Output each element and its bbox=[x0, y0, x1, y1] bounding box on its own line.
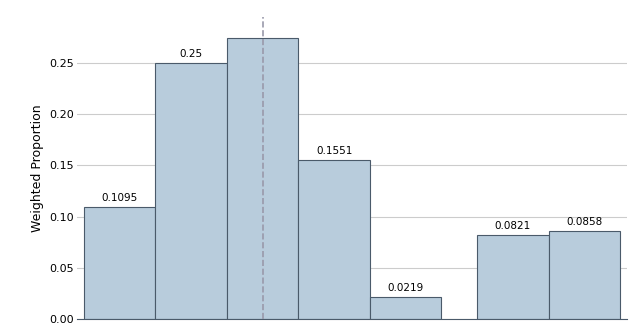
Y-axis label: Weighted Proportion: Weighted Proportion bbox=[31, 104, 44, 232]
Text: 0.0858: 0.0858 bbox=[566, 217, 602, 227]
Bar bbox=[156, 63, 227, 319]
Text: 0.1095: 0.1095 bbox=[102, 193, 138, 203]
Bar bbox=[477, 235, 548, 319]
Bar bbox=[227, 38, 298, 319]
Bar bbox=[370, 297, 442, 319]
Text: 0.0821: 0.0821 bbox=[495, 221, 531, 231]
Bar bbox=[298, 160, 370, 319]
Text: 0.0219: 0.0219 bbox=[387, 283, 424, 293]
Text: 0.25: 0.25 bbox=[180, 49, 203, 59]
Text: 0.1551: 0.1551 bbox=[316, 146, 352, 156]
Bar bbox=[84, 207, 156, 319]
Bar bbox=[548, 231, 620, 319]
